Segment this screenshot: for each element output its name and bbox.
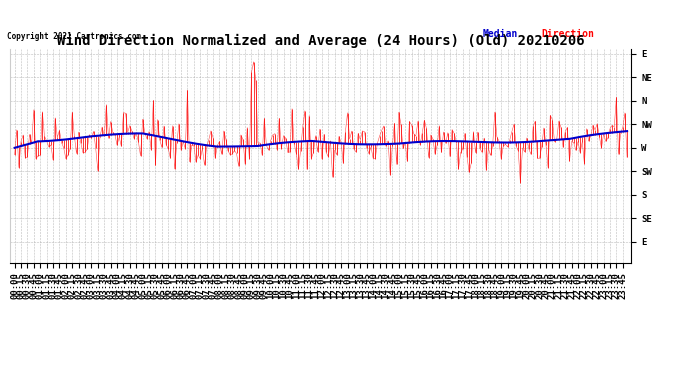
Text: Median: Median: [482, 29, 518, 39]
Text: Copyright 2021 Cartronics.com: Copyright 2021 Cartronics.com: [7, 32, 141, 41]
Title: Wind Direction Normalized and Average (24 Hours) (Old) 20210206: Wind Direction Normalized and Average (2…: [57, 33, 584, 48]
Text: Direction: Direction: [542, 29, 594, 39]
